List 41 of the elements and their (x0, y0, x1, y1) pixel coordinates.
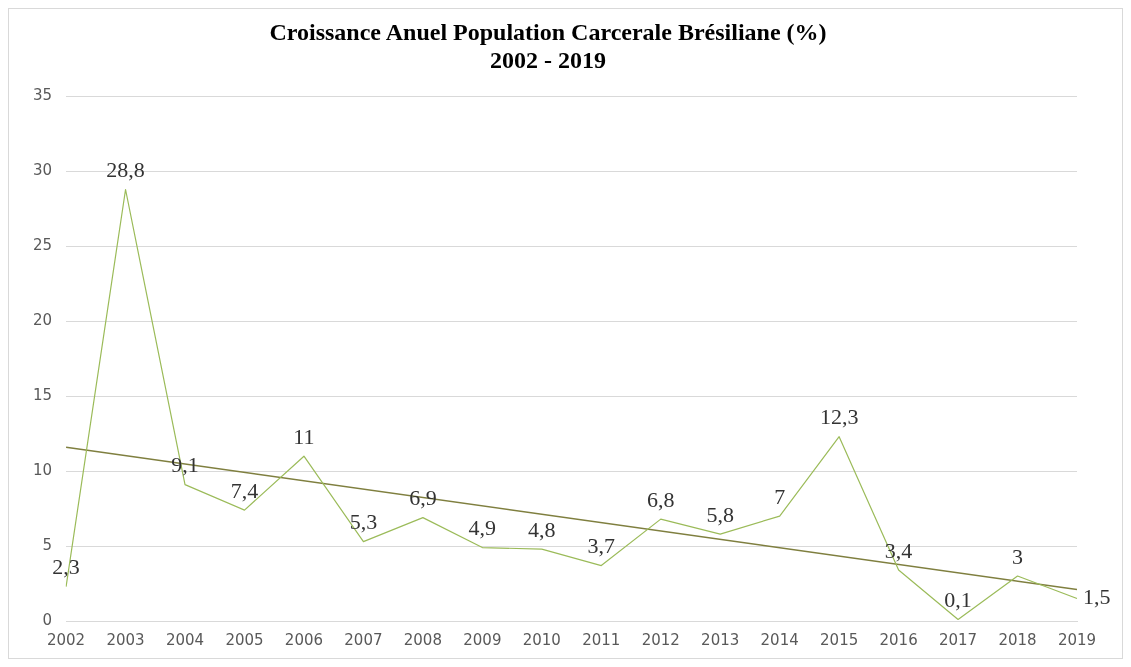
y-tick-label: 0 (42, 610, 53, 629)
x-tick-label: 2006 (284, 630, 324, 649)
x-tick-label: 2003 (106, 630, 145, 649)
y-tick-label: 30 (32, 161, 53, 180)
y-tick-label: 20 (32, 311, 53, 330)
y-tick-label: 35 (32, 86, 53, 105)
x-tick-label: 2013 (701, 630, 740, 649)
x-tick-label: 2017 (938, 630, 978, 649)
data-label: 6,8 (646, 486, 675, 512)
y-tick-label: 10 (32, 461, 53, 480)
x-tick-label: 2005 (225, 630, 264, 649)
data-label: 7 (774, 483, 786, 509)
y-tick-label: 15 (32, 386, 53, 405)
x-tick-label: 2018 (998, 630, 1037, 649)
data-label: 3,7 (587, 533, 616, 559)
data-label: 5,8 (706, 501, 734, 527)
data-label: 3 (1012, 543, 1024, 569)
x-tick-label: 2007 (344, 630, 383, 649)
x-tick-label: 2010 (522, 630, 561, 649)
x-tick-label: 2019 (1057, 630, 1097, 649)
chart-title: Croissance Anuel Population Carcerale Brésiliane (%) 2002 - 2019 (269, 18, 827, 74)
x-tick-label: 2009 (463, 630, 502, 649)
y-tick-label: 25 (32, 236, 53, 255)
x-tick-label: 2014 (760, 630, 799, 649)
data-label: 7,4 (230, 477, 259, 503)
data-label: 12,3 (819, 404, 859, 430)
data-label: 28,8 (106, 157, 145, 183)
x-tick-label: 2008 (403, 630, 442, 649)
x-tick-label: 2015 (820, 630, 859, 649)
data-label: 11 (293, 423, 315, 449)
y-tick-label: 5 (42, 535, 53, 554)
x-tick-label: 2012 (641, 630, 680, 649)
x-tick-label: 2002 (46, 630, 86, 649)
x-tick-label: 2016 (879, 630, 918, 649)
data-label: 5,3 (349, 509, 378, 535)
data-label: 0,1 (944, 587, 972, 613)
x-tick-label: 2011 (582, 630, 621, 649)
data-label: 1,5 (1083, 584, 1111, 610)
x-tick-label: 2004 (165, 630, 205, 649)
data-label: 4,9 (468, 515, 497, 541)
data-label: 4,8 (528, 516, 556, 542)
